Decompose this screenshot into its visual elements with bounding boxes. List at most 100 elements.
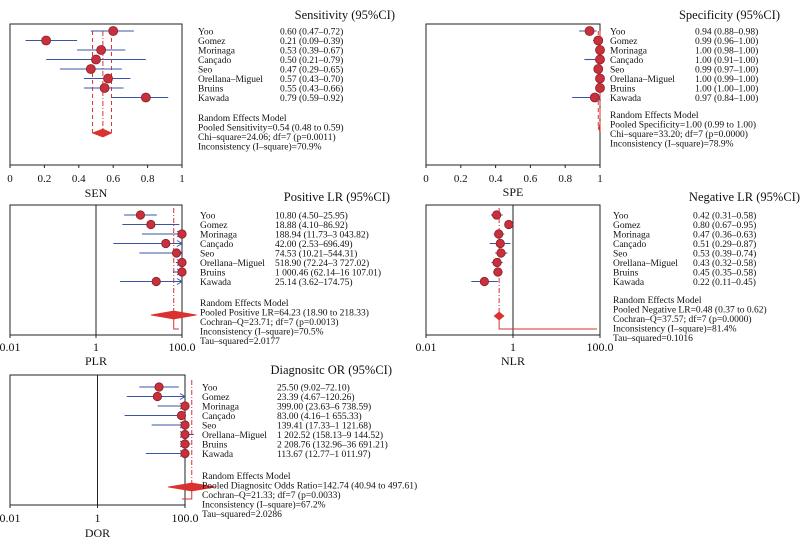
sensitivity-summary-line: Pooled Sensitivity=0.54 (0.48 to 0.59)	[198, 123, 343, 134]
diagnostic-or-x-tick-label: 0.01	[0, 511, 21, 525]
negative-lr-study-value: 0.80 (0.67–0.95)	[693, 220, 756, 231]
specificity-study-name: Gomez	[610, 37, 637, 47]
positive-lr-study-point	[177, 267, 187, 277]
negative-lr-title: Negative LR (95%CI)	[689, 190, 800, 204]
sensitivity-study-value: 0.60 (0.47–0.72)	[280, 27, 343, 38]
specificity-x-tick-label: 0.6	[524, 173, 538, 185]
sensitivity-summary-line: Random Effects Model	[198, 113, 287, 124]
specificity-summary-line: Chi–square=33.20; df=7 (p=0.0000)	[610, 129, 748, 140]
sensitivity-study-point	[41, 35, 52, 46]
positive-lr-study-value: 18.88 (4.10–86.92)	[275, 220, 348, 231]
specificity-study-value: 1.00 (0.91–1.00)	[695, 55, 758, 66]
sensitivity-study-point	[85, 64, 96, 74]
sensitivity-study-point	[96, 45, 107, 55]
positive-lr-study-name: Orellana–Miguel	[200, 259, 265, 269]
sensitivity-study-name: Gomez	[198, 37, 225, 47]
diagnostic-or-x-tick-label: 1	[95, 511, 101, 525]
diagnostic-or-study-point	[180, 439, 190, 449]
positive-lr-study-value: 188.94 (11.73–3 043.82)	[275, 230, 369, 241]
specificity-study-point	[584, 26, 595, 36]
specificity-study-point	[595, 73, 605, 84]
sensitivity-study-name: Cançado	[198, 56, 231, 66]
negative-lr-study-name: Kawada	[613, 278, 645, 288]
negative-lr-x-tick-label: 100.0	[587, 340, 614, 354]
negative-lr-x-axis-label: NLR	[501, 354, 525, 368]
sensitivity-study-point	[140, 92, 151, 103]
positive-lr-study-point	[177, 257, 187, 268]
positive-lr-study-point	[151, 276, 161, 287]
sensitivity-plot-frame	[9, 23, 183, 166]
sensitivity-study-point	[103, 73, 113, 84]
sensitivity-study-point	[108, 26, 119, 36]
negative-lr-study-point	[495, 238, 505, 249]
sensitivity-x-tick-label: 0.6	[106, 173, 120, 185]
specificity-study-point	[595, 45, 605, 55]
negative-lr-study-point	[504, 219, 514, 230]
positive-lr-study-value: 74.53 (10.21–544.31)	[275, 249, 357, 260]
specificity-summary-line: Random Effects Model	[610, 110, 699, 121]
negative-lr-pooled-bracket	[498, 316, 597, 330]
specificity-x-tick-label: 0.4	[489, 173, 503, 185]
positive-lr-study-value: 518.90 (72.24–3 727.02)	[275, 258, 369, 269]
negative-lr-summary-line: Cochran–Q=37.57; df=7 (p=0.0000)	[613, 314, 752, 325]
specificity-study-point	[593, 64, 604, 74]
diagnostic-or-pooled-diamond	[167, 482, 216, 492]
diagnostic-or-study-point	[180, 448, 190, 459]
specificity-study-point	[595, 54, 605, 65]
diagnostic-or-study-name: Kawada	[202, 450, 234, 460]
negative-lr-study-name: Gomez	[613, 221, 640, 231]
positive-lr-forest-plot: 0.01 1 100.0 PLR Positive LR (95%CI) Yoo 10.80…	[0, 190, 390, 368]
negative-lr-study-value: 0.51 (0.29–0.87)	[693, 239, 756, 250]
negative-lr-study-value: 0.45 (0.35–0.58)	[693, 268, 756, 279]
diagnostic-or-study-value: 139.41 (17.33–1 121.68)	[277, 421, 371, 432]
sensitivity-forest-plot: 0 0.2 0.4 0.6 0.8 1 SEN Sensitivity (95%CI) Yoo 0…	[7, 8, 395, 200]
specificity-study-name: Kawada	[610, 94, 642, 104]
positive-lr-ci-arrow	[176, 278, 183, 285]
diagnostic-or-study-value: 23.39 (4.67–120.26)	[277, 392, 355, 403]
sensitivity-x-axis-label: SEN	[85, 186, 108, 200]
positive-lr-study-point	[135, 210, 146, 220]
diagnostic-or-x-axis-label: DOR	[85, 526, 110, 539]
diagnostic-or-study-value: 1 202.52 (158.13–9 144.52)	[277, 430, 383, 441]
negative-lr-study-name: Cançado	[613, 240, 646, 250]
negative-lr-study-name: Orellana–Miguel	[613, 259, 678, 269]
specificity-study-value: 0.97 (0.84–1.00)	[695, 93, 758, 104]
positive-lr-ci-arrow	[176, 240, 183, 247]
positive-lr-summary-line: Random Effects Model	[200, 298, 289, 309]
specificity-x-tick-label: 0.2	[454, 173, 468, 185]
negative-lr-summary-line: Random Effects Model	[613, 295, 702, 306]
sensitivity-study-point	[99, 83, 110, 93]
diagnostic-or-summary-line: Tau–squared=2.0286	[202, 510, 282, 520]
positive-lr-study-point	[171, 248, 182, 258]
negative-lr-study-name: Morinaga	[613, 231, 651, 241]
diagnostic-or-summary-line: Inconsistency (I–square)=67.2%	[202, 500, 326, 511]
negative-lr-forest-plot: 0.01 1 100.0 NLR Negative LR (95%CI) Yoo 0.42 …	[416, 190, 801, 368]
positive-lr-pooled-bracket	[173, 315, 179, 330]
sensitivity-study-name: Orellana–Miguel	[198, 75, 263, 85]
sensitivity-pooled-diamond	[91, 128, 113, 138]
specificity-x-tick-label: 0.8	[558, 173, 572, 185]
sensitivity-study-name: Yoo	[198, 28, 214, 38]
diagnostic-or-study-name: Seo	[202, 422, 217, 432]
negative-lr-study-value: 0.22 (0.11–0.45)	[693, 277, 756, 288]
specificity-title: Specificity (95%CI)	[679, 8, 780, 22]
positive-lr-study-name: Morinaga	[200, 231, 238, 241]
negative-lr-study-name: Seo	[613, 250, 628, 260]
negative-lr-summary-line: Inconsistency (I–square)=81.4%	[613, 324, 737, 335]
diagnostic-or-study-point	[180, 429, 190, 440]
positive-lr-study-point	[146, 219, 156, 230]
diagnostic-or-study-value: 25.50 (9.02–72.10)	[277, 383, 350, 394]
positive-lr-pooled-diamond	[150, 310, 197, 320]
sensitivity-study-point	[91, 54, 101, 65]
specificity-pooled-diamond	[597, 123, 601, 133]
positive-lr-study-point	[177, 229, 187, 239]
negative-lr-study-name: Bruins	[613, 269, 639, 279]
sensitivity-study-value: 0.55 (0.43–0.66)	[280, 84, 343, 95]
specificity-study-value: 0.94 (0.88–0.98)	[695, 27, 758, 38]
specificity-study-point	[595, 83, 605, 93]
diagnostic-or-study-point	[154, 382, 164, 392]
positive-lr-study-point	[161, 238, 171, 249]
positive-lr-study-value: 10.80 (4.50–25.95)	[275, 211, 348, 222]
sensitivity-study-name: Morinaga	[198, 47, 236, 57]
